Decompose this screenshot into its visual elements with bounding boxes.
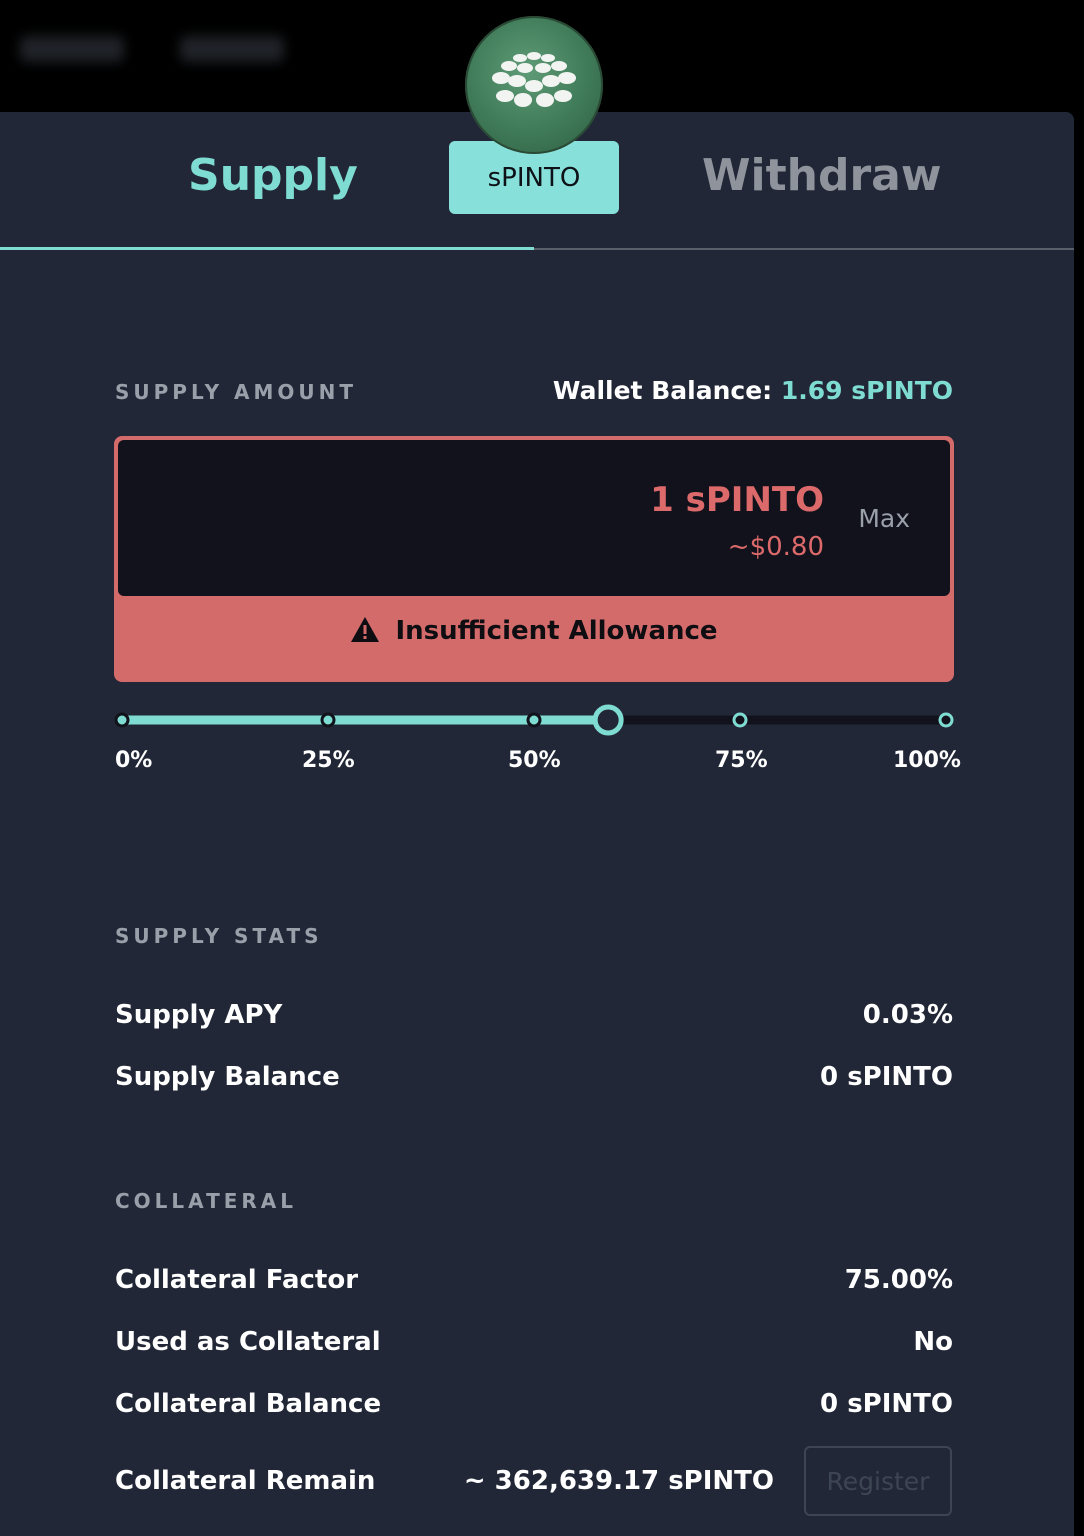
supply-panel <box>0 112 1074 1536</box>
wallet-balance: Wallet Balance: 1.69 sPINTO <box>553 376 953 405</box>
allowance-warning: Insufficient Allowance <box>114 616 954 646</box>
nav-item-stake[interactable] <box>20 36 124 62</box>
slider-step-dot-0[interactable] <box>114 712 130 728</box>
used-as-collateral-label: Used as Collateral <box>115 1327 381 1357</box>
nav-item-claim[interactable] <box>180 36 284 62</box>
slider-step-dot-2[interactable] <box>526 712 542 728</box>
slider-tick-0[interactable]: 0% <box>115 748 153 773</box>
amount-slider[interactable] <box>114 700 960 740</box>
amount-input[interactable]: 1 sPINTO ~$0.80 Max <box>118 440 950 596</box>
collateral-factor-label: Collateral Factor <box>115 1265 359 1295</box>
slider-step-dot-3[interactable] <box>732 712 748 728</box>
tab-indicator-active <box>0 247 534 250</box>
wallet-balance-label: Wallet Balance: <box>552 376 773 405</box>
collateral-remain-label: Collateral Remain <box>115 1466 376 1496</box>
supply-stats-label: SUPPLY STATS <box>115 924 323 948</box>
wallet-balance-value: 1.69 sPINTO <box>780 376 953 405</box>
slider-step-dot-4[interactable] <box>938 712 954 728</box>
tab-indicator <box>534 248 1074 250</box>
amount-value: 1 sPINTO <box>650 480 824 520</box>
amount-input-container: 1 sPINTO ~$0.80 Max Insufficient Allowan… <box>114 436 954 682</box>
amount-usd-value: ~$0.80 <box>727 532 824 562</box>
collateral-remain-value: ~ 362,639.17 sPINTO <box>463 1466 774 1496</box>
used-as-collateral-value: No <box>913 1327 953 1357</box>
slider-tick-75[interactable]: 75% <box>715 748 768 773</box>
slider-tick-25[interactable]: 25% <box>302 748 355 773</box>
register-button[interactable]: Register <box>804 1446 952 1516</box>
collateral-balance-label: Collateral Balance <box>115 1389 382 1419</box>
slider-tick-100[interactable]: 100% <box>893 748 961 773</box>
supply-apy-label: Supply APY <box>115 1000 283 1030</box>
collateral-label: COLLATERAL <box>115 1189 298 1213</box>
tab-withdraw[interactable]: Withdraw <box>702 150 942 201</box>
supply-apy-value: 0.03% <box>862 1000 953 1030</box>
slider-thumb[interactable] <box>592 704 624 736</box>
warning-icon <box>351 617 380 642</box>
max-button[interactable]: Max <box>858 504 910 533</box>
allowance-warning-text: Insufficient Allowance <box>395 616 718 646</box>
supply-amount-label: SUPPLY AMOUNT <box>115 380 358 404</box>
collateral-factor-value: 75.00% <box>844 1265 953 1295</box>
slider-tick-50[interactable]: 50% <box>508 748 561 773</box>
supply-balance-label: Supply Balance <box>115 1062 340 1092</box>
slider-step-dot-1[interactable] <box>320 712 336 728</box>
supply-balance-value: 0 sPINTO <box>820 1062 953 1092</box>
collateral-balance-value: 0 sPINTO <box>820 1389 953 1419</box>
tab-supply[interactable]: Supply <box>188 150 358 201</box>
token-logo-icon <box>465 16 603 154</box>
